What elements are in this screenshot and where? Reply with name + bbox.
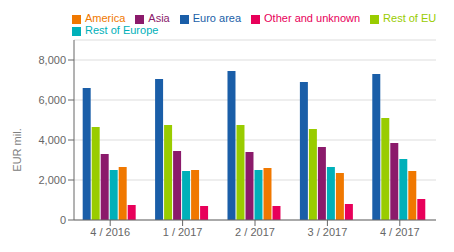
html-text:Euro area: Euro area bbox=[192, 12, 242, 24]
html-text:Rest of Europe: Rest of Europe bbox=[85, 24, 159, 36]
svg-text:8,000: 8,000 bbox=[38, 54, 66, 66]
html-text:Rest of EU: Rest of EU bbox=[383, 12, 437, 24]
svg-text:4 / 2016: 4 / 2016 bbox=[90, 226, 130, 238]
svg-text:0: 0 bbox=[60, 214, 66, 226]
svg-text:6,000: 6,000 bbox=[38, 94, 66, 106]
svg-text:2 / 2017: 2 / 2017 bbox=[235, 226, 275, 238]
svg-text:3 / 2017: 3 / 2017 bbox=[308, 226, 348, 238]
svg-text:EUR mil.: EUR mil. bbox=[11, 128, 23, 171]
svg-text:2,000: 2,000 bbox=[38, 174, 66, 186]
html-text:Asia: Asia bbox=[148, 12, 170, 24]
html-text:Other and unknown: Other and unknown bbox=[264, 12, 361, 24]
svg-text:4 / 2017: 4 / 2017 bbox=[380, 226, 420, 238]
html-text:America: America bbox=[85, 12, 126, 24]
svg-text:4,000: 4,000 bbox=[38, 134, 66, 146]
svg-text:1 / 2017: 1 / 2017 bbox=[163, 226, 203, 238]
